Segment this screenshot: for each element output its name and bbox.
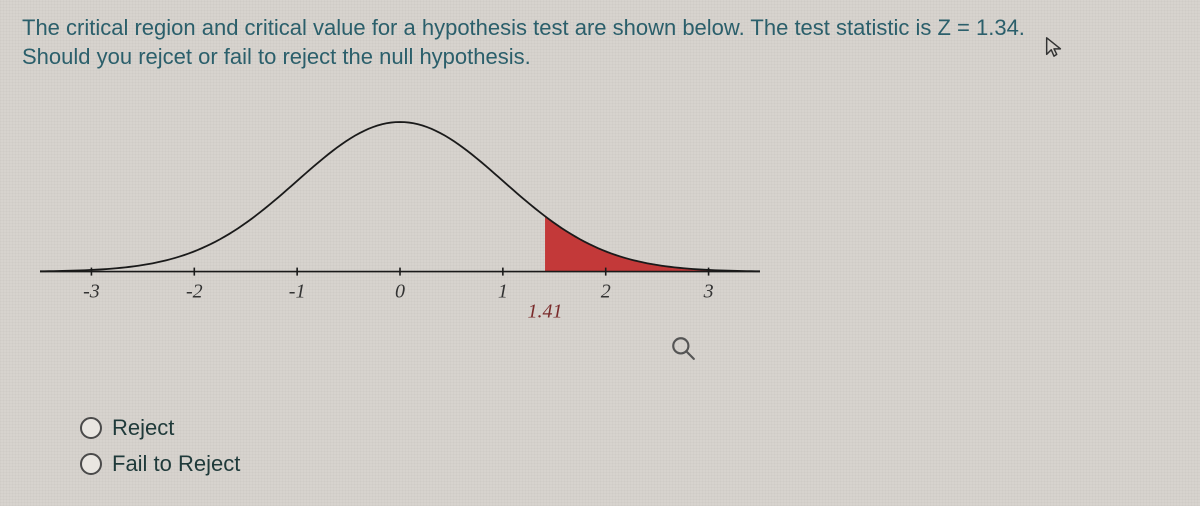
answer-options: Reject Fail to Reject xyxy=(80,415,240,487)
question-line-2: Should you rejcet or fail to reject the … xyxy=(22,44,531,69)
question-line-1: The critical region and critical value f… xyxy=(22,15,1025,40)
svg-text:0: 0 xyxy=(395,281,405,303)
svg-text:-2: -2 xyxy=(186,281,203,303)
option-label: Reject xyxy=(112,415,174,441)
svg-text:2: 2 xyxy=(601,281,611,303)
option-fail-to-reject[interactable]: Fail to Reject xyxy=(80,451,240,477)
svg-text:-3: -3 xyxy=(83,281,100,303)
radio-icon xyxy=(80,453,102,475)
svg-text:1.41: 1.41 xyxy=(528,301,563,320)
question-text: The critical region and critical value f… xyxy=(22,14,1170,71)
distribution-chart: -3 -2 -1 0 1 2 3 1.41 xyxy=(40,100,760,320)
svg-text:3: 3 xyxy=(703,281,714,303)
radio-icon xyxy=(80,417,102,439)
magnifier-icon xyxy=(670,335,696,361)
option-reject[interactable]: Reject xyxy=(80,415,240,441)
option-label: Fail to Reject xyxy=(112,451,240,477)
svg-text:-1: -1 xyxy=(289,281,306,303)
cursor-icon xyxy=(1043,36,1065,58)
svg-text:1: 1 xyxy=(498,281,508,303)
